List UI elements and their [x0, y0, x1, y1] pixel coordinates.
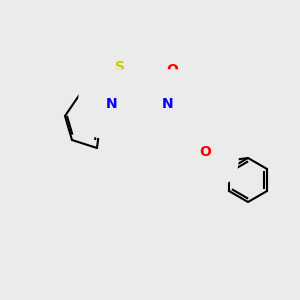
Text: O: O — [166, 63, 178, 77]
Text: N: N — [106, 97, 118, 111]
Text: O: O — [199, 145, 211, 159]
Text: S: S — [115, 60, 125, 74]
Text: N: N — [162, 97, 174, 111]
